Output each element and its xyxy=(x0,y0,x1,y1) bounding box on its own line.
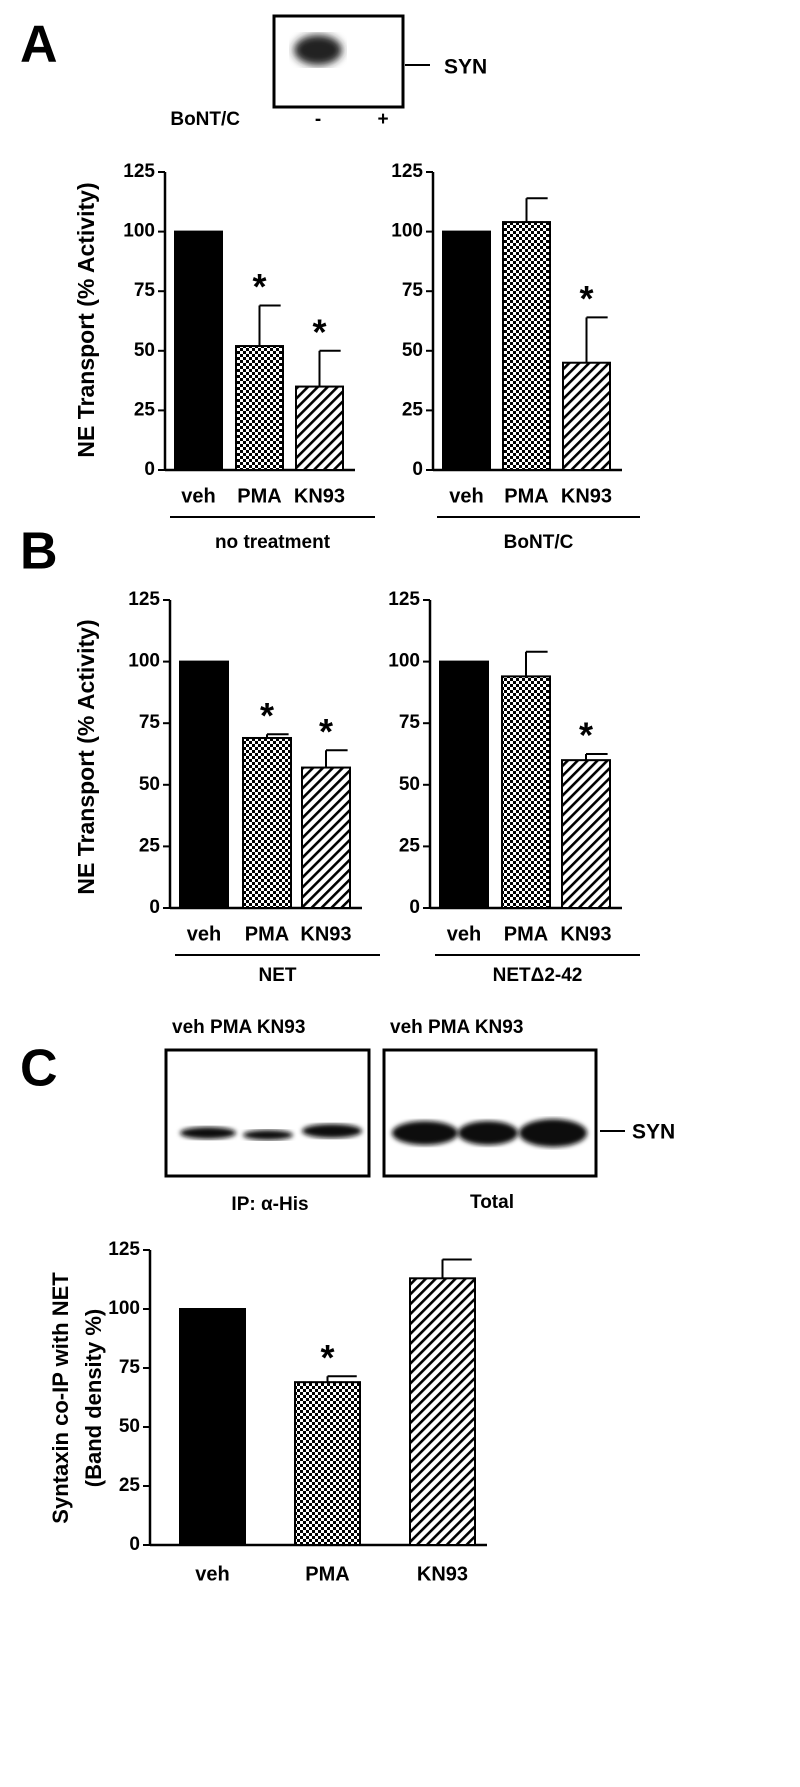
x-tick-label: KN93 xyxy=(294,485,345,507)
y-tick-label: 100 xyxy=(391,221,423,242)
lane-label: + xyxy=(377,109,388,130)
y-tick-label: 0 xyxy=(409,897,420,918)
y-tick-label: 125 xyxy=(123,161,155,182)
blot-band xyxy=(519,1119,587,1147)
bar xyxy=(301,766,351,909)
y-tick-label: 25 xyxy=(402,399,424,420)
x-tick-label: veh xyxy=(195,1563,229,1585)
significance-mark: * xyxy=(579,278,593,319)
significance-mark: * xyxy=(252,266,266,307)
bar xyxy=(439,660,489,909)
significance-mark: * xyxy=(579,715,593,756)
bar xyxy=(502,221,551,471)
y-tick-label: 125 xyxy=(128,589,160,610)
x-tick-label: KN93 xyxy=(560,923,611,945)
y-tick-label: 100 xyxy=(128,651,160,672)
marker-label: SYN xyxy=(632,1121,675,1144)
blot-label: Total xyxy=(470,1192,514,1213)
group-label: NETΔ2-42 xyxy=(493,965,583,986)
y-tick-label: 75 xyxy=(119,1357,141,1378)
bar xyxy=(235,345,284,472)
x-tick-label: PMA xyxy=(305,1563,349,1585)
bar xyxy=(442,230,491,471)
y-tick-label: 0 xyxy=(412,459,423,480)
y-tick-label: 100 xyxy=(108,1298,140,1319)
significance-mark: * xyxy=(260,695,274,736)
x-tick-label: PMA xyxy=(504,923,548,945)
y-tick-label: 0 xyxy=(129,1534,140,1555)
x-tick-label: veh xyxy=(181,485,215,507)
group-label: BoNT/C xyxy=(504,532,574,553)
panel-label: A xyxy=(20,16,58,74)
y-tick-label: 75 xyxy=(399,712,421,733)
bar xyxy=(562,361,611,471)
y-axis-label: NE Transport (% Activity) xyxy=(73,182,99,457)
y-tick-label: 75 xyxy=(134,280,156,301)
lane-labels: veh PMA KN93 xyxy=(390,1017,523,1038)
y-tick-label: 25 xyxy=(134,399,156,420)
y-axis-label: (Band density %) xyxy=(81,1309,106,1487)
panel-label: B xyxy=(20,523,58,581)
y-tick-label: 50 xyxy=(139,774,160,795)
y-tick-label: 0 xyxy=(149,897,160,918)
x-tick-label: PMA xyxy=(237,485,281,507)
blot-band xyxy=(243,1130,293,1140)
group-label: no treatment xyxy=(215,532,331,553)
x-tick-label: veh xyxy=(449,485,483,507)
blot-band xyxy=(294,35,342,65)
significance-mark: * xyxy=(312,311,326,352)
x-tick-label: KN93 xyxy=(300,923,351,945)
lane-labels: veh PMA KN93 xyxy=(172,1017,305,1038)
y-tick-label: 75 xyxy=(402,280,424,301)
blot-label: IP: α-His xyxy=(231,1194,308,1215)
blot-band xyxy=(458,1121,518,1145)
bar xyxy=(242,736,292,910)
blot-frame xyxy=(382,1048,598,1178)
blot-frame xyxy=(164,1048,371,1178)
y-tick-label: 50 xyxy=(402,340,423,361)
x-tick-label: veh xyxy=(187,923,221,945)
bar xyxy=(179,660,229,909)
x-tick-label: veh xyxy=(447,923,481,945)
y-tick-label: 0 xyxy=(144,459,155,480)
bar xyxy=(561,759,611,909)
bar xyxy=(174,230,223,471)
y-tick-label: 125 xyxy=(391,161,423,182)
x-tick-label: PMA xyxy=(504,485,548,507)
blot-band xyxy=(392,1121,458,1145)
y-tick-label: 125 xyxy=(388,589,420,610)
y-axis-label: Syntaxin co-IP with NET xyxy=(48,1272,73,1524)
bar xyxy=(295,385,344,471)
significance-mark: * xyxy=(320,1337,334,1378)
y-tick-label: 100 xyxy=(388,651,420,672)
blot-band xyxy=(180,1127,236,1139)
marker-label: SYN xyxy=(444,56,487,79)
bar xyxy=(501,675,551,909)
blot-frame xyxy=(272,14,405,109)
y-tick-label: 100 xyxy=(123,221,155,242)
significance-mark: * xyxy=(319,711,333,752)
y-axis-label: NE Transport (% Activity) xyxy=(73,619,99,894)
y-tick-label: 50 xyxy=(119,1416,140,1437)
y-tick-label: 25 xyxy=(399,835,421,856)
bar xyxy=(409,1277,476,1546)
group-label: NET xyxy=(259,965,297,986)
bar xyxy=(179,1308,246,1546)
y-tick-label: 50 xyxy=(399,774,420,795)
y-tick-label: 25 xyxy=(119,1475,141,1496)
x-tick-label: KN93 xyxy=(417,1563,468,1585)
y-tick-label: 75 xyxy=(139,712,161,733)
y-tick-label: 125 xyxy=(108,1239,140,1260)
panel-label: C xyxy=(20,1040,58,1098)
treatment-label: BoNT/C xyxy=(170,109,240,130)
lane-label: - xyxy=(315,109,321,130)
x-tick-label: PMA xyxy=(245,923,289,945)
bar xyxy=(294,1381,361,1547)
x-tick-label: KN93 xyxy=(561,485,612,507)
blot-band xyxy=(302,1124,362,1138)
y-tick-label: 50 xyxy=(134,340,155,361)
y-tick-label: 25 xyxy=(139,835,161,856)
